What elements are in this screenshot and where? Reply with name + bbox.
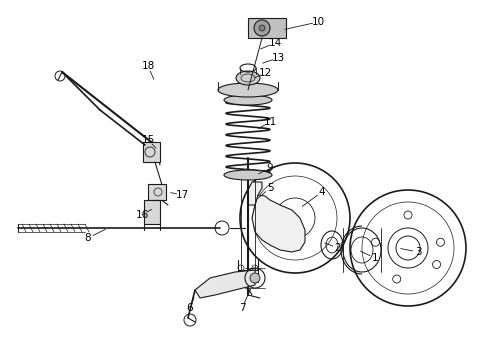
Polygon shape <box>248 182 262 205</box>
Text: 6: 6 <box>187 303 194 313</box>
Text: 14: 14 <box>269 38 282 48</box>
Text: 1: 1 <box>372 253 378 263</box>
Circle shape <box>254 20 270 36</box>
Text: 2: 2 <box>335 243 342 253</box>
Text: 12: 12 <box>258 68 271 78</box>
Polygon shape <box>144 200 160 224</box>
Ellipse shape <box>218 83 278 97</box>
Polygon shape <box>248 18 286 38</box>
Text: 18: 18 <box>142 61 155 71</box>
Ellipse shape <box>236 71 260 85</box>
Ellipse shape <box>224 170 272 180</box>
Ellipse shape <box>224 95 272 105</box>
Text: 10: 10 <box>312 17 324 27</box>
Circle shape <box>250 273 260 283</box>
Polygon shape <box>252 195 305 252</box>
Text: 9: 9 <box>267 163 273 173</box>
Polygon shape <box>195 270 255 298</box>
Text: 4: 4 <box>318 187 325 197</box>
Text: 15: 15 <box>142 135 155 145</box>
Text: 16: 16 <box>135 210 148 220</box>
Text: 13: 13 <box>271 53 285 63</box>
Text: 5: 5 <box>267 183 273 193</box>
Text: 3: 3 <box>415 247 421 257</box>
Polygon shape <box>148 184 166 200</box>
Polygon shape <box>143 142 160 162</box>
Text: 7: 7 <box>239 303 245 313</box>
Text: 17: 17 <box>175 190 189 200</box>
Text: 11: 11 <box>264 117 277 127</box>
Text: 8: 8 <box>85 233 91 243</box>
Circle shape <box>259 25 265 31</box>
